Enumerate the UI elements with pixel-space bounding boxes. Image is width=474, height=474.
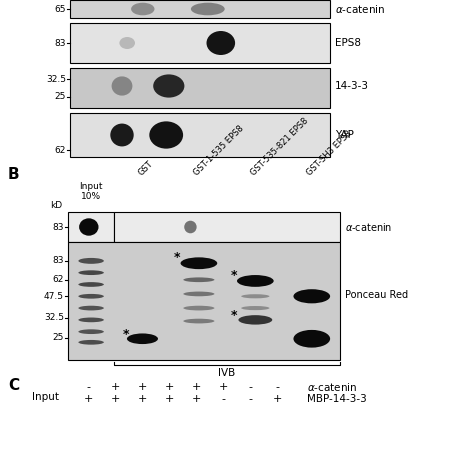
Text: 65: 65 — [55, 4, 66, 13]
Ellipse shape — [111, 76, 132, 96]
Ellipse shape — [183, 277, 214, 282]
Text: MBP-14-3-3: MBP-14-3-3 — [307, 394, 367, 404]
Text: Ponceau Red: Ponceau Red — [345, 290, 408, 300]
Ellipse shape — [237, 275, 273, 287]
Text: +: + — [191, 394, 201, 404]
Text: $\alpha$-catenin: $\alpha$-catenin — [345, 221, 392, 233]
Ellipse shape — [293, 289, 330, 303]
Text: 25: 25 — [55, 92, 66, 101]
Bar — [70, 23, 330, 63]
Ellipse shape — [238, 315, 272, 325]
Ellipse shape — [78, 258, 104, 264]
Ellipse shape — [241, 306, 269, 310]
Text: +: + — [110, 394, 120, 404]
Text: 83: 83 — [55, 38, 66, 47]
Ellipse shape — [78, 329, 104, 334]
Bar — [70, 113, 330, 157]
Ellipse shape — [79, 219, 99, 236]
Ellipse shape — [183, 306, 214, 310]
Text: $\alpha$-catenin: $\alpha$-catenin — [335, 3, 385, 15]
Text: GST-535-821 EPS8: GST-535-821 EPS8 — [249, 116, 310, 177]
Text: GST: GST — [136, 159, 155, 177]
Ellipse shape — [110, 124, 134, 146]
Ellipse shape — [181, 257, 217, 269]
Text: +: + — [137, 382, 146, 392]
Ellipse shape — [78, 306, 104, 310]
Text: 14-3-3: 14-3-3 — [335, 81, 369, 91]
Bar — [70, 68, 330, 108]
Text: 62: 62 — [53, 275, 64, 284]
Ellipse shape — [78, 318, 104, 322]
Text: GST-1-535 EPS8: GST-1-535 EPS8 — [192, 123, 246, 177]
Bar — [68, 242, 340, 360]
Text: +: + — [219, 382, 228, 392]
Text: $\alpha$-catenin: $\alpha$-catenin — [307, 381, 357, 393]
Text: 83: 83 — [53, 222, 64, 231]
Bar — [68, 212, 114, 242]
Text: kD: kD — [50, 201, 62, 210]
Text: -: - — [86, 382, 90, 392]
Text: YAP: YAP — [335, 130, 354, 140]
Text: *: * — [231, 309, 237, 322]
Text: GST-SH3 EPS8: GST-SH3 EPS8 — [305, 128, 354, 177]
Text: *: * — [122, 328, 129, 340]
Text: 83: 83 — [53, 256, 64, 265]
Text: 47.5: 47.5 — [44, 292, 64, 301]
Text: 25: 25 — [53, 333, 64, 342]
Text: +: + — [191, 382, 201, 392]
Ellipse shape — [78, 340, 104, 345]
Ellipse shape — [131, 3, 155, 15]
Bar — [114, 212, 340, 242]
Ellipse shape — [78, 270, 104, 275]
Ellipse shape — [241, 294, 269, 298]
Ellipse shape — [119, 37, 135, 49]
Ellipse shape — [127, 333, 158, 344]
Text: 62: 62 — [55, 146, 66, 155]
Ellipse shape — [78, 282, 104, 287]
Ellipse shape — [184, 221, 197, 233]
Text: -: - — [248, 394, 252, 404]
Ellipse shape — [293, 330, 330, 347]
Text: +: + — [83, 394, 93, 404]
Text: C: C — [8, 378, 19, 393]
Ellipse shape — [149, 121, 183, 149]
Ellipse shape — [207, 31, 235, 55]
Text: EPS8: EPS8 — [335, 38, 361, 48]
Text: +: + — [164, 394, 173, 404]
Ellipse shape — [78, 294, 104, 299]
Ellipse shape — [191, 3, 225, 15]
Ellipse shape — [153, 74, 184, 98]
Text: Input
10%: Input 10% — [79, 182, 103, 201]
Text: +: + — [164, 382, 173, 392]
Text: -: - — [248, 382, 252, 392]
Text: -: - — [221, 394, 225, 404]
Text: 32.5: 32.5 — [44, 313, 64, 322]
Ellipse shape — [183, 292, 214, 296]
Text: Input: Input — [32, 392, 59, 402]
Text: 32.5: 32.5 — [46, 75, 66, 84]
Text: *: * — [174, 251, 181, 264]
Text: IVB: IVB — [219, 368, 236, 378]
Text: +: + — [137, 394, 146, 404]
Text: -: - — [275, 382, 279, 392]
Text: +: + — [110, 382, 120, 392]
Text: B: B — [8, 167, 19, 182]
Text: +: + — [272, 394, 282, 404]
Text: *: * — [231, 269, 237, 282]
Bar — [70, 0, 330, 18]
Ellipse shape — [183, 319, 214, 323]
